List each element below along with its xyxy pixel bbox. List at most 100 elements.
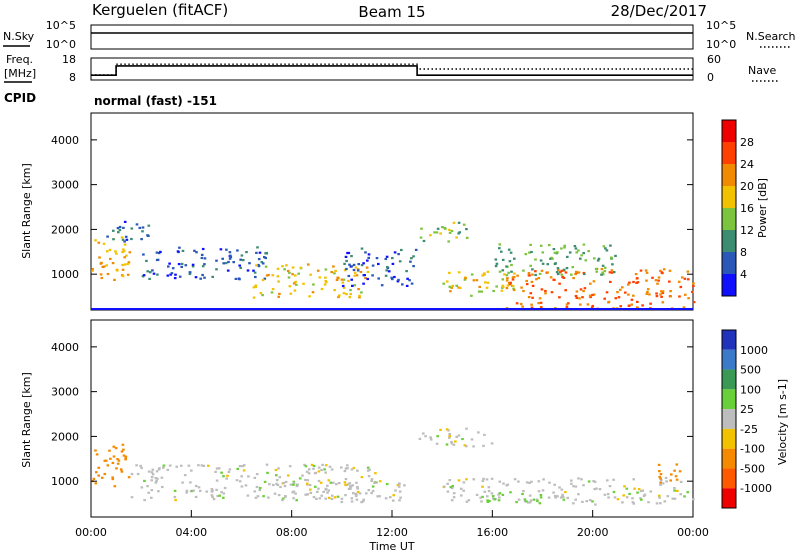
velocity-echo-cell (676, 489, 679, 492)
velocity-echo-cell (528, 481, 531, 484)
velocity-colorbar-tick: 100 (740, 383, 761, 396)
velocity-echo-cell (147, 491, 150, 494)
velocity-colorbar-swatches (722, 330, 736, 508)
power-echo-cell (353, 271, 357, 274)
power-echo-cell (529, 292, 533, 295)
power-echo-cell (178, 246, 181, 249)
velocity-ylabel: Slant Range [km] (20, 372, 33, 468)
power-echo-cell (225, 248, 228, 251)
power-echo-cell (200, 256, 204, 260)
power-echo-cell (167, 265, 170, 268)
velocity-echo-cell (150, 479, 153, 482)
velocity-echo-cell (112, 455, 116, 458)
power-echo-cell (561, 275, 564, 279)
power-colorbar-frame (721, 119, 737, 297)
velocity-colorbar-tick: -1000 (740, 482, 772, 495)
velocity-echo-cell (238, 465, 242, 468)
power-echo-cell (200, 253, 204, 256)
power-echo-cell (245, 251, 248, 254)
power-echo-cell (385, 255, 389, 258)
power-echo-cell (507, 248, 511, 251)
power-echo-cell (655, 292, 658, 295)
velocity-echo-cell (298, 477, 302, 480)
power-echo-cell (123, 220, 127, 223)
power-echo-cell (358, 294, 361, 297)
velocity-echo-cell (305, 470, 309, 473)
velocity-echo-cell (481, 485, 484, 488)
power-echo-cell (544, 289, 547, 293)
velocity-echo-cell (114, 447, 118, 450)
power-echo-cell (687, 297, 690, 300)
velocity-echo-cell (360, 501, 363, 504)
power-echo-cell (534, 258, 537, 261)
velocity-echo-cell (103, 459, 107, 462)
power-echo-cell (211, 275, 214, 278)
power-echo-cell (478, 285, 481, 288)
noise-sky-label: N.Sky (3, 30, 35, 43)
velocity-echo-cell (587, 480, 591, 483)
velocity-echo-cell (226, 474, 229, 477)
power-echo-cell (548, 244, 551, 247)
velocity-echo-cell (371, 489, 375, 493)
power-echo-cell (232, 261, 235, 264)
power-echo-cell (619, 288, 622, 291)
velocity-echo-cell (577, 493, 580, 496)
power-echo-cell (113, 278, 116, 281)
power-echo-cell (338, 294, 341, 297)
velocity-echo-cell (658, 475, 661, 479)
power-echo-cell (341, 284, 345, 288)
velocity-echo-cell (556, 495, 559, 498)
power-echo-cell (115, 252, 118, 255)
power-echo-cell (292, 282, 296, 285)
velocity-echo-cell (222, 475, 225, 478)
power-echo-cell (574, 273, 577, 276)
power-echo-cell (528, 251, 531, 254)
power-echo-cell (614, 254, 617, 257)
power-echo-cell (311, 291, 315, 294)
velocity-echo-cell (450, 442, 454, 445)
velocity-echo-cell (238, 480, 242, 483)
power-colorbar-tick: 24 (740, 158, 754, 171)
power-echo-cell (549, 276, 553, 279)
velocity-echo-cell (561, 493, 564, 496)
velocity-echo-cell (361, 500, 365, 503)
power-echo-cell (654, 279, 658, 282)
velocity-echo-cell (537, 490, 541, 493)
power-echo-cell (677, 280, 681, 283)
velocity-echo-cell (538, 502, 542, 505)
velocity-echo-cell (429, 436, 432, 439)
power-echo-cell (180, 262, 184, 265)
power-echo-cell (114, 250, 117, 253)
power-echo-cell (188, 272, 192, 276)
velocity-echo-cell (116, 462, 120, 465)
power-echo-cell (171, 267, 175, 270)
power-echo-cell (538, 272, 542, 275)
power-echo-cell (345, 267, 348, 271)
power-echo-cell (560, 273, 564, 276)
velocity-colorbar-swatch (722, 468, 736, 489)
velocity-echo-cell (418, 437, 422, 440)
velocity-echo-cell (122, 454, 126, 457)
power-echo-cell (349, 289, 352, 292)
velocity-echo-cell (396, 484, 400, 487)
power-echo-cell (123, 263, 127, 266)
power-echo-cell (294, 280, 297, 283)
power-echo-cell (661, 301, 665, 304)
power-echo-cell (634, 273, 638, 276)
velocity-echo-cell (459, 487, 463, 490)
power-echo-cell (178, 275, 182, 278)
power-echo-cell (571, 266, 575, 269)
velocity-echo-cell (355, 493, 358, 496)
velocity-echo-cell (450, 487, 454, 490)
power-echo-cell (221, 257, 224, 260)
power-echo-cell (375, 257, 379, 260)
velocity-echo-cell (480, 500, 483, 503)
velocity-echo-cell (243, 464, 246, 467)
velocity-echo-cell (570, 479, 573, 482)
power-echo-cell (611, 263, 614, 266)
cpid-label: CPID (4, 91, 36, 105)
power-ylabel: Slant Range [km] (20, 163, 33, 259)
power-echo-cell (112, 229, 115, 232)
velocity-echo-cell (537, 480, 541, 483)
power-echo-cell (265, 274, 269, 277)
